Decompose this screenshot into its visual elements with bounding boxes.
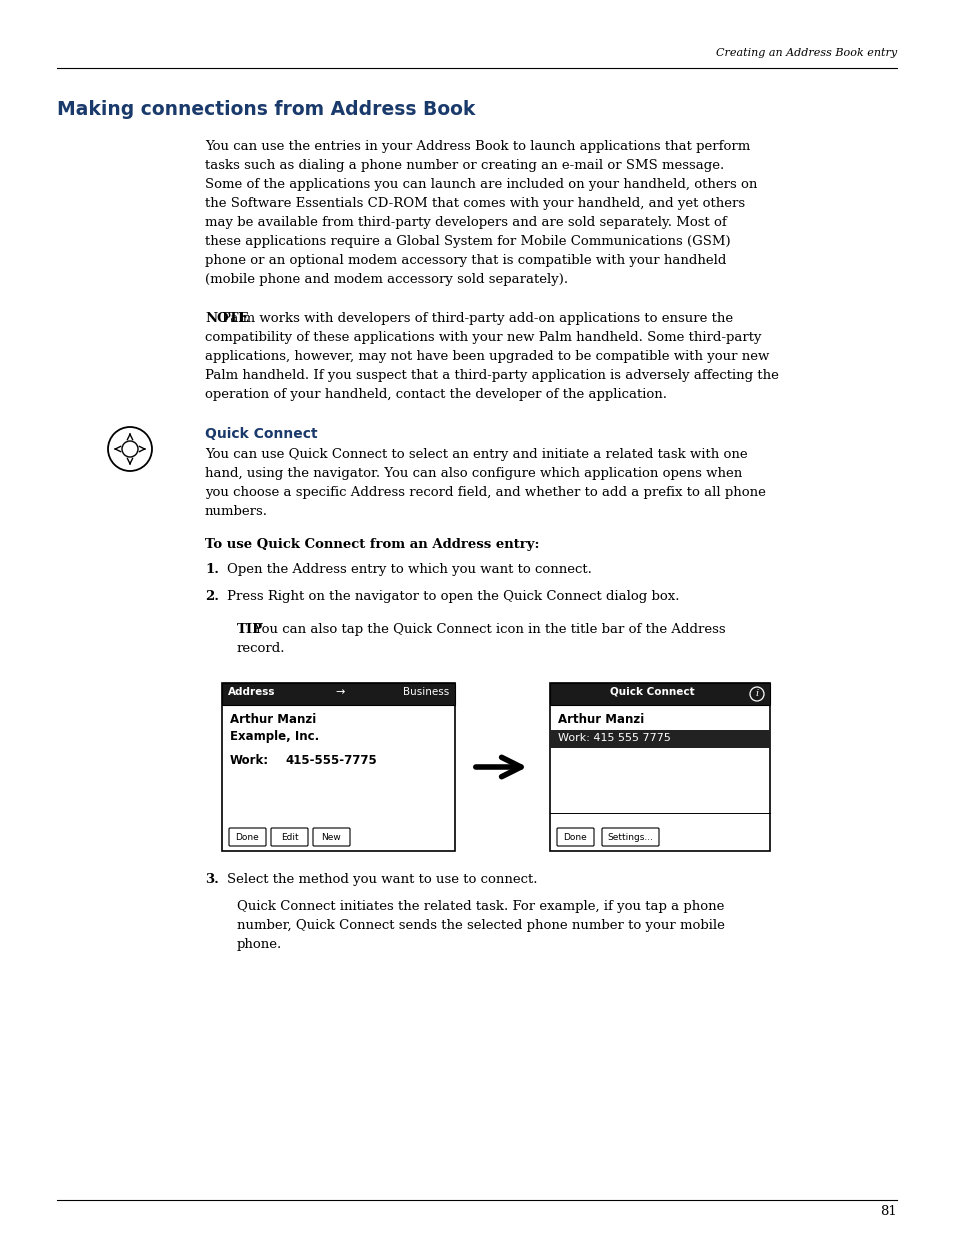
Text: Quick Connect: Quick Connect	[609, 687, 694, 697]
Text: You can also tap the Quick Connect icon in the title bar of the Address: You can also tap the Quick Connect icon …	[236, 622, 725, 636]
Text: applications, however, may not have been upgraded to be compatible with your new: applications, however, may not have been…	[205, 350, 768, 363]
Text: number, Quick Connect sends the selected phone number to your mobile: number, Quick Connect sends the selected…	[236, 919, 724, 932]
Text: Example, Inc.: Example, Inc.	[230, 730, 319, 743]
Text: NOTE: NOTE	[205, 312, 248, 325]
Text: Select the method you want to use to connect.: Select the method you want to use to con…	[227, 873, 537, 885]
Text: you choose a specific Address record field, and whether to add a prefix to all p: you choose a specific Address record fie…	[205, 487, 765, 499]
FancyBboxPatch shape	[229, 827, 266, 846]
Text: →: →	[335, 687, 344, 697]
Text: Done: Done	[563, 832, 587, 841]
Text: may be available from third-party developers and are sold separately. Most of: may be available from third-party develo…	[205, 216, 726, 228]
Text: You can use the entries in your Address Book to launch applications that perform: You can use the entries in your Address …	[205, 140, 749, 153]
Text: hand, using the navigator. You can also configure which application opens when: hand, using the navigator. You can also …	[205, 467, 741, 480]
Text: Settings...: Settings...	[607, 832, 653, 841]
Text: operation of your handheld, contact the developer of the application.: operation of your handheld, contact the …	[205, 388, 666, 401]
Text: Work:: Work:	[230, 755, 269, 767]
Text: i: i	[755, 689, 758, 699]
Text: phone.: phone.	[236, 939, 282, 951]
Text: Some of the applications you can launch are included on your handheld, others on: Some of the applications you can launch …	[205, 178, 757, 191]
Text: Quick Connect initiates the related task. For example, if you tap a phone: Quick Connect initiates the related task…	[236, 900, 723, 913]
Text: compatibility of these applications with your new Palm handheld. Some third-part: compatibility of these applications with…	[205, 331, 760, 345]
Text: Work: 415 555 7775: Work: 415 555 7775	[558, 734, 670, 743]
Text: Address: Address	[228, 687, 275, 697]
Text: Quick Connect: Quick Connect	[205, 427, 317, 441]
Text: New: New	[321, 832, 341, 841]
Text: (mobile phone and modem accessory sold separately).: (mobile phone and modem accessory sold s…	[205, 273, 568, 287]
Bar	[550, 683, 769, 851]
Text: 1.: 1.	[205, 563, 219, 576]
Text: To use Quick Connect from an Address entry:: To use Quick Connect from an Address ent…	[205, 538, 539, 551]
Text: Palm works with developers of third-party add-on applications to ensure the: Palm works with developers of third-part…	[205, 312, 732, 325]
FancyBboxPatch shape	[601, 827, 659, 846]
Text: Open the Address entry to which you want to connect.: Open the Address entry to which you want…	[227, 563, 591, 576]
Text: Creating an Address Book entry: Creating an Address Book entry	[715, 48, 896, 58]
Text: Done: Done	[235, 832, 259, 841]
Text: Arthur Manzi: Arthur Manzi	[230, 713, 315, 726]
Bar	[222, 683, 455, 851]
Text: Press Right on the navigator to open the Quick Connect dialog box.: Press Right on the navigator to open the…	[227, 590, 679, 603]
FancyBboxPatch shape	[271, 827, 308, 846]
FancyBboxPatch shape	[313, 827, 350, 846]
Bar	[550, 730, 769, 748]
Text: Making connections from Address Book: Making connections from Address Book	[57, 100, 475, 119]
Bar	[550, 683, 769, 705]
Text: record.: record.	[236, 642, 285, 655]
Bar	[222, 683, 455, 705]
Text: 3.: 3.	[205, 873, 218, 885]
Text: Edit: Edit	[280, 832, 298, 841]
Text: Business: Business	[402, 687, 449, 697]
Text: Palm handheld. If you suspect that a third-party application is adversely affect: Palm handheld. If you suspect that a thi…	[205, 369, 778, 382]
Text: 415-555-7775: 415-555-7775	[285, 755, 376, 767]
Text: 2.: 2.	[205, 590, 219, 603]
Text: Arthur Manzi: Arthur Manzi	[558, 713, 643, 726]
Text: 81: 81	[880, 1205, 896, 1218]
Text: You can use Quick Connect to select an entry and initiate a related task with on: You can use Quick Connect to select an e…	[205, 448, 747, 461]
Text: TIP: TIP	[236, 622, 263, 636]
Text: the Software Essentials CD-ROM that comes with your handheld, and yet others: the Software Essentials CD-ROM that come…	[205, 198, 744, 210]
FancyBboxPatch shape	[557, 827, 594, 846]
Text: numbers.: numbers.	[205, 505, 268, 517]
Text: these applications require a Global System for Mobile Communications (GSM): these applications require a Global Syst…	[205, 235, 730, 248]
Text: tasks such as dialing a phone number or creating an e-mail or SMS message.: tasks such as dialing a phone number or …	[205, 159, 723, 172]
Text: phone or an optional modem accessory that is compatible with your handheld: phone or an optional modem accessory tha…	[205, 254, 725, 267]
